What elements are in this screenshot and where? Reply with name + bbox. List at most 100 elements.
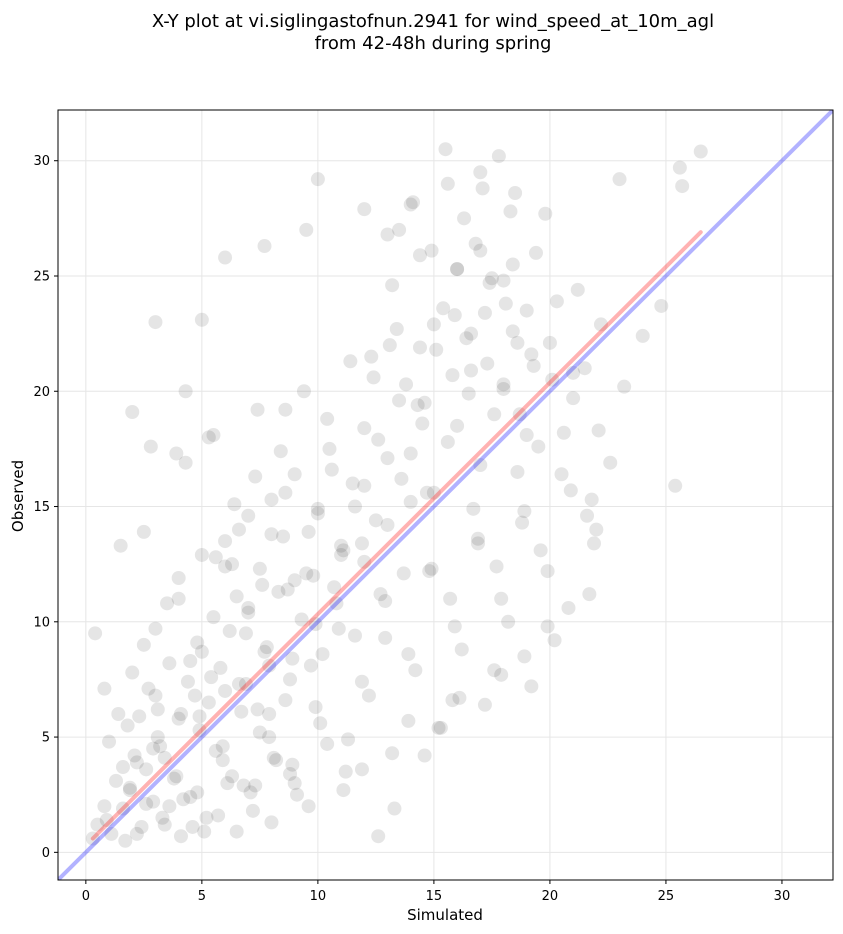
data-point [556, 425, 571, 440]
y-tick-label: 5 [42, 731, 50, 746]
data-point [252, 561, 267, 576]
data-point [85, 831, 100, 846]
data-point [262, 658, 277, 673]
data-point [403, 494, 418, 509]
y-tick-label: 15 [33, 500, 50, 515]
data-point [503, 204, 518, 219]
data-point [218, 534, 233, 549]
data-point [385, 746, 400, 761]
data-point [380, 451, 395, 466]
data-point [368, 513, 383, 528]
data-point [125, 405, 140, 420]
data-point [494, 591, 509, 606]
data-point [127, 748, 142, 763]
data-point [273, 444, 288, 459]
data-point [470, 536, 485, 551]
data-point [357, 554, 372, 569]
data-point [322, 441, 337, 456]
data-point [424, 243, 439, 258]
data-point [440, 176, 455, 191]
data-point [549, 294, 564, 309]
data-point [280, 582, 295, 597]
data-point [310, 506, 325, 521]
data-point [206, 610, 221, 625]
data-point [115, 760, 130, 775]
data-point [136, 524, 151, 539]
data-point [331, 621, 346, 636]
data-point [187, 688, 202, 703]
data-point [148, 621, 163, 636]
data-point [517, 504, 532, 519]
data-point [582, 587, 597, 602]
data-point [361, 688, 376, 703]
data-point [248, 778, 263, 793]
data-point [403, 197, 418, 212]
data-point [498, 296, 513, 311]
data-point [171, 570, 186, 585]
data-point [473, 243, 488, 258]
data-point [320, 736, 335, 751]
x-axis-ticks: 0 5 10 15 20 25 30 [82, 880, 790, 904]
data-point [542, 335, 557, 350]
data-point [443, 591, 458, 606]
data-point [354, 674, 369, 689]
data-point [412, 340, 427, 355]
data-point [313, 716, 328, 731]
data-point [487, 407, 502, 422]
data-point [199, 810, 214, 825]
data-point [348, 628, 363, 643]
data-point [143, 439, 158, 454]
x-tick-label: 20 [542, 889, 559, 904]
data-point [357, 478, 372, 493]
data-point [141, 681, 156, 696]
data-point [264, 527, 279, 542]
data-point [176, 792, 191, 807]
data-point [296, 384, 311, 399]
data-point [194, 644, 209, 659]
data-point [213, 660, 228, 675]
data-point [299, 222, 314, 237]
data-point [231, 522, 246, 537]
data-point [464, 363, 479, 378]
data-point [547, 633, 562, 648]
data-point [473, 458, 488, 473]
data-point [524, 347, 539, 362]
data-point [264, 815, 279, 830]
data-point [287, 776, 302, 791]
data-point [480, 356, 495, 371]
data-point [262, 707, 277, 722]
data-point [102, 734, 117, 749]
chart-title-line-2: from 42-48h during spring [315, 33, 552, 54]
data-point [241, 605, 256, 620]
data-point [505, 257, 520, 272]
data-point [426, 485, 441, 500]
data-point [406, 195, 421, 210]
data-point [603, 455, 618, 470]
data-point [334, 538, 349, 553]
x-tick-label: 5 [198, 889, 206, 904]
data-point [225, 769, 240, 784]
data-point [591, 423, 606, 438]
data-point [324, 462, 339, 477]
data-point [227, 497, 242, 512]
data-point [153, 739, 168, 754]
data-point [487, 663, 502, 678]
data-point [517, 649, 532, 664]
data-point [392, 222, 407, 237]
data-point [306, 568, 321, 583]
data-point [169, 769, 184, 784]
data-point [540, 564, 555, 579]
data-point [457, 211, 472, 226]
data-point [452, 690, 467, 705]
data-point [528, 245, 543, 260]
data-point [122, 783, 137, 798]
y-tick-label: 20 [33, 385, 50, 400]
data-point [303, 658, 318, 673]
data-point [215, 739, 230, 754]
data-point [675, 179, 690, 194]
data-point [310, 501, 325, 516]
data-point [524, 679, 539, 694]
data-point [464, 326, 479, 341]
data-point [162, 799, 177, 814]
scatter-points [85, 142, 708, 848]
